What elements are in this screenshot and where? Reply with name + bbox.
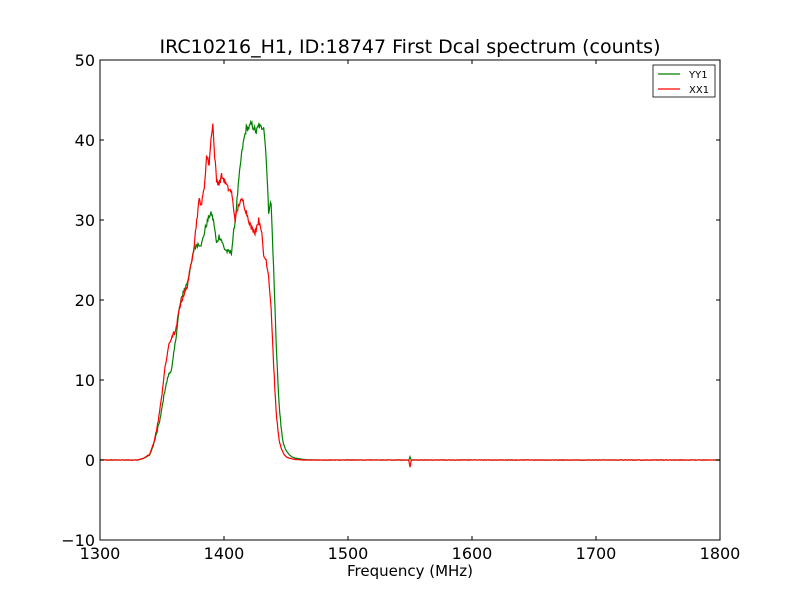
plot-frame: [99, 59, 721, 541]
x-axis-label: Frequency (MHz): [347, 562, 473, 580]
y-tick-label-50: 50: [75, 51, 95, 70]
tick-layer: 1300 1400 1500 1600 1700 1800 −10 0 10 20 30 40 50: [61, 51, 740, 563]
series-line-yy1: [99, 119, 721, 461]
x-tick-label-1400: 1400: [204, 544, 245, 563]
chart-title: IRC10216_H1, ID:18747 First Dcal spectru…: [160, 36, 661, 58]
y-tick-label-0: 0: [85, 451, 95, 470]
x-tick-label-1500: 1500: [328, 544, 369, 563]
series-layer: [99, 119, 721, 468]
legend-label-yy1: YY1: [688, 70, 708, 81]
x-tick-label-1300: 1300: [80, 544, 121, 563]
x-tick-label-1600: 1600: [452, 544, 493, 563]
y-tick-label-40: 40: [75, 131, 95, 150]
y-tick-label--10: −10: [61, 531, 95, 550]
y-tick-label-30: 30: [75, 211, 95, 230]
y-tick-label-20: 20: [75, 291, 95, 310]
legend-label-xx1: XX1: [689, 85, 709, 96]
series-line-xx1: [99, 123, 721, 468]
x-tick-label-1700: 1700: [576, 544, 617, 563]
y-tick-label-10: 10: [75, 371, 95, 390]
legend-box: [652, 64, 716, 98]
x-tick-label-1800: 1800: [700, 544, 741, 563]
